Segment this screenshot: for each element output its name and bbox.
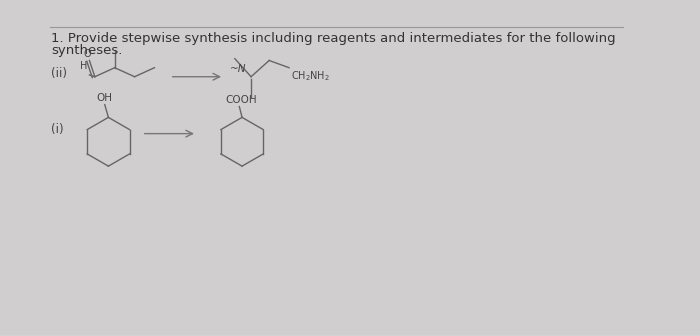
- Text: 1. Provide stepwise synthesis including reagents and intermediates for the follo: 1. Provide stepwise synthesis including …: [52, 31, 616, 45]
- Text: ~N: ~N: [230, 64, 246, 74]
- Text: OH: OH: [97, 93, 113, 103]
- Text: syntheses.: syntheses.: [52, 44, 123, 57]
- Text: (i): (i): [52, 123, 64, 136]
- Text: (ii): (ii): [52, 67, 67, 80]
- Text: O: O: [84, 49, 92, 59]
- Text: H: H: [80, 61, 88, 71]
- Text: COOH: COOH: [225, 95, 257, 105]
- Text: CH$_2$NH$_2$: CH$_2$NH$_2$: [290, 69, 330, 83]
